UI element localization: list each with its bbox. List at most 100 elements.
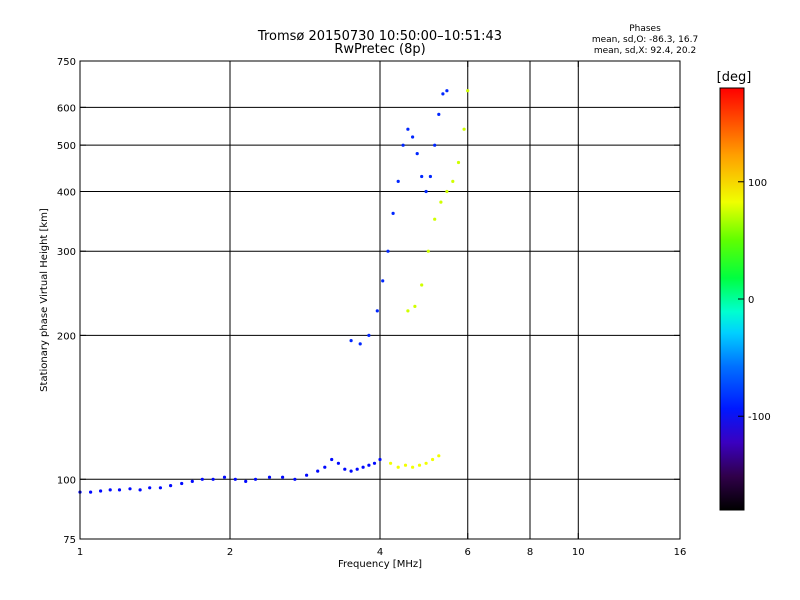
data-point xyxy=(281,475,285,479)
data-point xyxy=(108,488,112,492)
data-point xyxy=(424,189,428,194)
data-point xyxy=(180,481,184,486)
data-point xyxy=(420,174,424,179)
data-point xyxy=(391,211,395,215)
data-point xyxy=(466,89,470,93)
data-point xyxy=(349,469,353,473)
data-point xyxy=(441,92,445,96)
data-point xyxy=(349,339,353,343)
data-point xyxy=(378,457,382,462)
data-point xyxy=(439,200,443,204)
data-point xyxy=(413,304,417,308)
data-point xyxy=(169,484,173,488)
data-point xyxy=(406,309,410,313)
data-point xyxy=(190,479,194,483)
ticks-layer: 1 2 4 6 8 10 16 75 100 200 300 400 500 600 750 xyxy=(57,57,686,558)
y-tick-label: 400 xyxy=(57,187,76,198)
data-point xyxy=(415,152,419,156)
data-point xyxy=(386,249,390,253)
data-point xyxy=(433,143,437,147)
data-point xyxy=(99,489,103,493)
chart-title: Tromsø 20150730 10:50:00–10:51:43 xyxy=(257,29,502,44)
x-tick-label: 1 xyxy=(77,547,83,558)
data-points-layer xyxy=(78,89,470,494)
data-point xyxy=(420,283,424,287)
x-axis-label: Frequency [MHz] xyxy=(338,559,422,570)
data-point xyxy=(451,179,455,183)
data-point xyxy=(222,475,227,479)
data-point xyxy=(233,477,237,481)
data-point xyxy=(367,463,371,467)
data-point xyxy=(343,467,347,471)
x-tick-label: 4 xyxy=(377,547,383,558)
data-point xyxy=(456,160,461,165)
y-tick-label: 500 xyxy=(57,141,76,152)
x-tick-label: 2 xyxy=(227,547,233,558)
data-point xyxy=(401,143,405,147)
data-point xyxy=(148,486,152,490)
data-point xyxy=(293,477,297,481)
data-point xyxy=(437,454,441,458)
data-point xyxy=(361,465,365,469)
data-point xyxy=(323,465,327,469)
y-tick-label: 200 xyxy=(57,331,76,342)
data-point xyxy=(396,465,400,469)
chart-subtitle: RwPretec (8p) xyxy=(334,42,425,57)
data-point xyxy=(389,461,393,465)
data-point xyxy=(462,127,466,131)
data-point xyxy=(316,469,320,473)
data-point xyxy=(158,486,162,490)
colorbar-ticks: 100 0 -100 xyxy=(738,178,771,423)
data-point xyxy=(211,477,215,481)
data-point xyxy=(431,457,435,462)
y-tick-label: 100 xyxy=(57,475,76,486)
x-tick-label: 6 xyxy=(465,547,471,558)
data-point xyxy=(200,477,204,481)
data-point xyxy=(244,479,248,483)
y-tick-label: 600 xyxy=(57,103,76,114)
data-point xyxy=(372,461,377,465)
data-point xyxy=(128,487,132,491)
x-tick-label: 16 xyxy=(674,547,687,558)
data-point xyxy=(330,457,334,462)
colorbar-tick-label: -100 xyxy=(748,412,771,423)
data-point xyxy=(358,342,362,346)
stats-line-o: mean, sd,O: -86.3, 16.7 xyxy=(592,35,698,45)
data-point xyxy=(426,249,430,253)
stats-heading: Phases xyxy=(629,24,661,34)
data-point xyxy=(355,467,359,471)
data-point xyxy=(433,217,437,221)
data-point xyxy=(305,473,309,477)
x-tick-label: 10 xyxy=(572,547,585,558)
data-point xyxy=(336,461,340,465)
y-axis-label: Stationary phase Virtual Height [km] xyxy=(39,208,50,392)
data-point xyxy=(445,189,449,194)
colorbar-tick-label: 0 xyxy=(748,295,754,306)
data-point xyxy=(445,89,449,93)
data-point xyxy=(253,477,258,481)
stats-line-x: mean, sd,X: 92.4, 20.2 xyxy=(594,46,696,56)
data-point xyxy=(375,309,379,313)
y-tick-label: 300 xyxy=(57,247,76,258)
data-point xyxy=(411,465,415,469)
data-point xyxy=(367,333,371,337)
data-point xyxy=(267,475,272,479)
y-tick-label: 75 xyxy=(63,535,76,546)
data-point xyxy=(411,135,415,139)
grid-layer xyxy=(80,61,680,539)
data-point xyxy=(117,488,122,492)
data-point xyxy=(424,461,428,465)
data-point xyxy=(417,463,422,467)
data-point xyxy=(381,279,385,283)
colorbar-label: [deg] xyxy=(717,70,752,85)
data-point xyxy=(138,488,142,492)
data-point xyxy=(89,490,93,494)
data-point xyxy=(406,127,410,131)
y-tick-label: 750 xyxy=(57,57,76,68)
data-point xyxy=(396,179,400,183)
data-point xyxy=(437,112,441,116)
data-point xyxy=(428,174,432,179)
colorbar-tick-label: 100 xyxy=(748,178,767,189)
